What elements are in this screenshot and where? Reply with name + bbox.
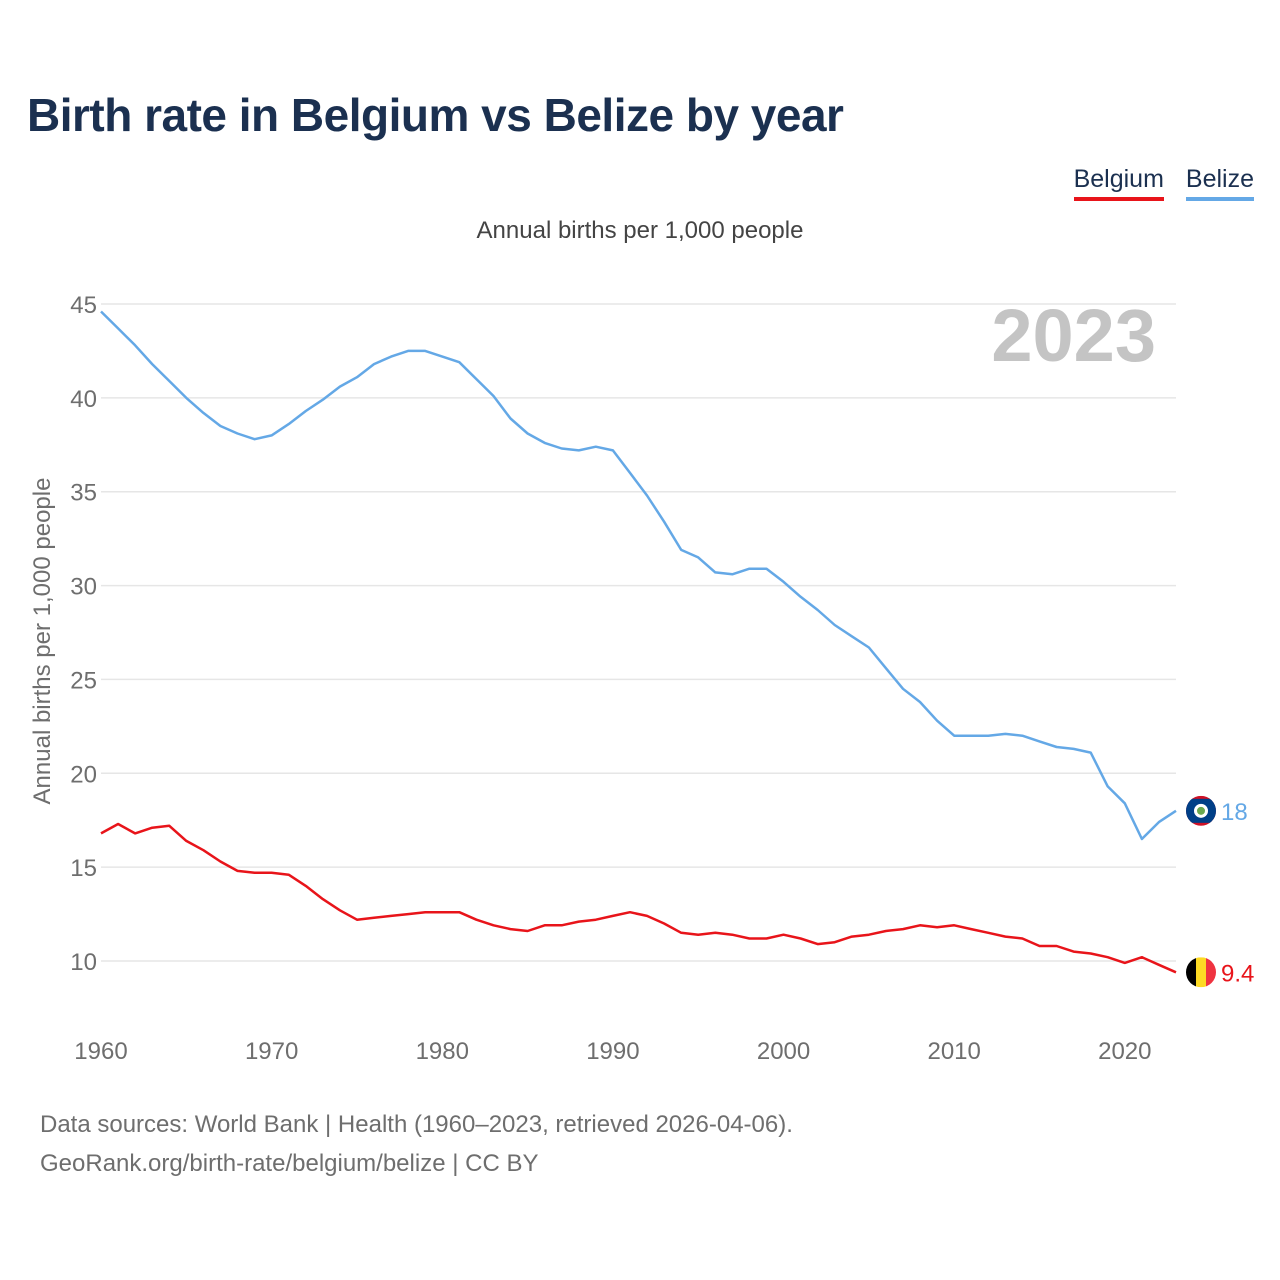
series-line-belgium (100, 822, 1177, 974)
chart-title: Birth rate in Belgium vs Belize by year (27, 89, 844, 141)
x-tick-label: 2010 (927, 1038, 980, 1065)
y-axis-label: Annual births per 1,000 people (29, 478, 56, 805)
x-tick-label: 1990 (586, 1038, 639, 1065)
series-line-belize (100, 310, 1177, 841)
x-tick-label: 1980 (416, 1038, 469, 1065)
belize-flag-icon (1186, 795, 1216, 826)
series-lines (100, 310, 1177, 974)
year-watermark: 2023 (991, 294, 1156, 377)
y-tick-label: 10 (70, 949, 97, 976)
legend-item-belgium[interactable]: Belgium (1073, 165, 1164, 201)
x-axis-ticks: 1960 1970 1980 1990 2000 2010 2020 (74, 1038, 1151, 1065)
footer: Data sources: World Bank | Health (1960–… (40, 1105, 793, 1183)
grid-lines (101, 303, 1176, 962)
y-tick-label: 20 (70, 761, 97, 788)
line-chart: 10 15 20 25 30 35 40 45 1960 1970 1980 1990 2000 201… (29, 292, 1254, 1065)
y-tick-label: 15 (70, 855, 97, 882)
y-tick-label: 30 (70, 574, 97, 601)
y-tick-label: 25 (70, 667, 97, 694)
y-axis-ticks: 10 15 20 25 30 35 40 45 (70, 292, 97, 976)
y-tick-label: 40 (70, 386, 97, 413)
end-markers: 9.4 18 (1186, 795, 1254, 988)
chart-subtitle: Annual births per 1,000 people (476, 217, 804, 244)
end-label-belgium: 9.4 (1221, 960, 1254, 987)
legend-item-belize[interactable]: Belize (1185, 165, 1254, 201)
x-tick-label: 2000 (757, 1038, 810, 1065)
y-tick-label: 45 (70, 292, 97, 319)
x-tick-label: 1970 (245, 1038, 298, 1065)
x-tick-label: 1960 (74, 1038, 127, 1065)
end-label-belize: 18 (1221, 799, 1248, 826)
footer-link[interactable]: GeoRank.org/birth-rate/belgium/belize | … (40, 1150, 539, 1177)
x-tick-label: 2020 (1098, 1038, 1151, 1065)
legend: Belgium Belize (1073, 165, 1254, 201)
belgium-flag-icon (1186, 957, 1216, 988)
footer-sources: Data sources: World Bank | Health (1960–… (40, 1111, 793, 1138)
y-tick-label: 35 (70, 480, 97, 507)
